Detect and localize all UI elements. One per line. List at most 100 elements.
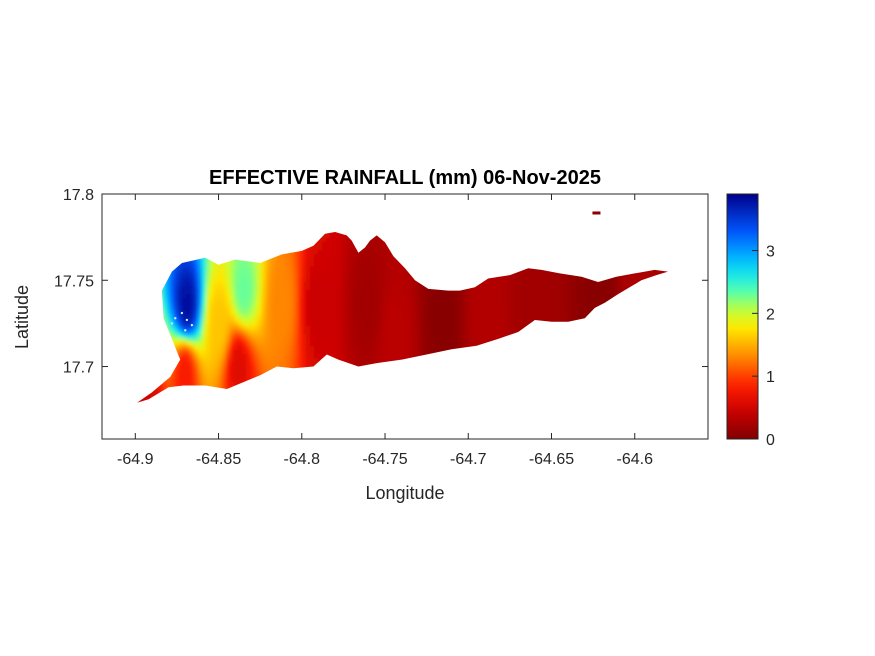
heat-cell (294, 258, 299, 263)
heat-cell (274, 298, 279, 303)
heat-cell (206, 262, 211, 267)
heat-cell (250, 318, 255, 323)
heat-cell (278, 270, 283, 275)
heat-cell (278, 274, 283, 279)
heat-cell (178, 318, 183, 323)
heat-cell (410, 354, 415, 359)
heat-cell (250, 310, 255, 315)
heat-cell (262, 362, 267, 367)
heat-cell (370, 254, 375, 259)
heat-cell (422, 286, 427, 291)
heat-cell (366, 294, 371, 299)
heat-cell (306, 338, 311, 343)
heat-cell (374, 302, 379, 307)
heat-cell (346, 298, 351, 303)
heat-cell (166, 322, 171, 327)
heat-cell (214, 270, 219, 275)
heat-cell (266, 306, 271, 311)
heat-cell (202, 374, 207, 379)
heat-cell (310, 326, 315, 331)
heat-cell (410, 302, 415, 307)
heat-cell (286, 278, 291, 283)
heat-cell (250, 322, 255, 327)
heat-cell (358, 346, 363, 351)
heat-cell (338, 234, 343, 239)
heat-cell (194, 342, 199, 347)
heat-cell (294, 318, 299, 323)
heat-cell (274, 338, 279, 343)
heat-cell (250, 274, 255, 279)
heat-cell (230, 278, 235, 283)
heat-cell (174, 346, 179, 351)
heat-cell (362, 266, 367, 271)
heat-cell (230, 330, 235, 335)
heat-cell (282, 286, 287, 291)
heat-cell (298, 294, 303, 299)
heat-cell (234, 270, 239, 275)
heat-cell (166, 286, 171, 291)
heat-cell (402, 302, 407, 307)
heat-cell (262, 314, 267, 319)
heat-cell (398, 290, 403, 295)
heat-cell (370, 266, 375, 271)
heat-cell (314, 278, 319, 283)
heat-cell (358, 326, 363, 331)
heat-cell (262, 334, 267, 339)
heat-cell (406, 278, 411, 283)
heat-cell (226, 342, 231, 347)
heat-cell (254, 266, 259, 271)
heat-cell (390, 274, 395, 279)
heat-cell (382, 266, 387, 271)
heat-cell (222, 262, 227, 267)
heat-cell (318, 354, 323, 359)
heat-cell (246, 334, 251, 339)
heat-cell (414, 306, 419, 311)
heat-cell (378, 282, 383, 287)
heat-cell (214, 358, 219, 363)
heat-cell (326, 330, 331, 335)
heat-cell (234, 258, 239, 263)
heat-cell (358, 306, 363, 311)
heat-cell (294, 310, 299, 315)
heat-cell (182, 338, 187, 343)
heat-cell (366, 266, 371, 271)
heat-cell (346, 334, 351, 339)
heat-cell (338, 250, 343, 255)
heat-cell (270, 306, 275, 311)
heat-cell (406, 318, 411, 323)
heat-cell (358, 298, 363, 303)
heat-cell (390, 290, 395, 295)
heat-cell (198, 366, 203, 371)
heat-cell (370, 278, 375, 283)
heat-cell (410, 338, 415, 343)
heat-cell (310, 298, 315, 303)
heat-cell (210, 322, 215, 327)
heat-cell (230, 342, 235, 347)
heat-cell (346, 250, 351, 255)
heat-cell (330, 286, 335, 291)
heat-cell (302, 274, 307, 279)
heat-cell (198, 378, 203, 383)
heat-cell (334, 354, 339, 359)
heat-cell (178, 338, 183, 343)
heat-cell (346, 326, 351, 331)
heat-cell (294, 322, 299, 327)
heat-cell (394, 322, 399, 327)
heat-cell (230, 314, 235, 319)
heat-cell (174, 270, 179, 275)
heat-cell (234, 330, 239, 335)
heat-cell (318, 318, 323, 323)
heat-cell (142, 398, 147, 403)
heat-cell (386, 262, 391, 267)
heat-cell (226, 298, 231, 303)
heat-cell (306, 254, 311, 259)
heat-cell (390, 258, 395, 263)
heat-cell (306, 310, 311, 315)
heat-cell (410, 346, 415, 351)
heat-cell (174, 342, 179, 347)
heat-cell (394, 306, 399, 311)
heat-cell (346, 346, 351, 351)
heat-cell (398, 342, 403, 347)
heat-cell (318, 294, 323, 299)
heat-cell (246, 362, 251, 367)
